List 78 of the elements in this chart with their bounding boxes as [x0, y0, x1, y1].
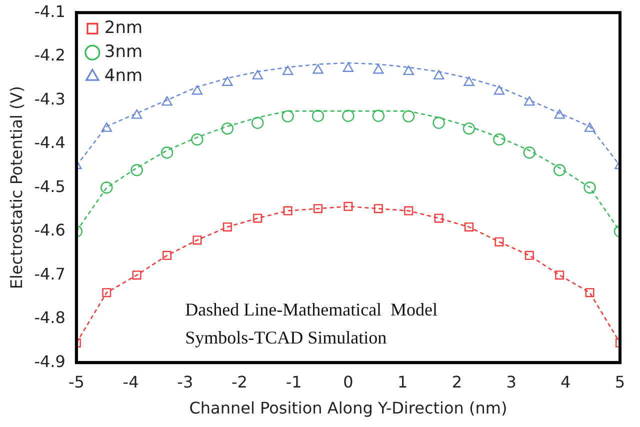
y-tick-label: -4.1 — [34, 2, 66, 21]
x-tick-label: 2 — [452, 372, 462, 392]
point — [464, 222, 474, 232]
point — [130, 164, 143, 176]
point — [584, 122, 596, 132]
point — [464, 76, 474, 86]
y-tick-label: -4.6 — [34, 220, 66, 240]
y-tick-label: -4.8 — [34, 308, 66, 328]
point — [162, 250, 172, 260]
annotation: Dashed Line-Mathematical Model — [185, 299, 438, 320]
x-tick-label: 5 — [614, 372, 626, 392]
y-tick-label: -4.3 — [34, 89, 66, 108]
x-tick-label: 3 — [506, 372, 516, 392]
point — [162, 96, 172, 106]
point — [252, 70, 263, 80]
point — [251, 116, 264, 129]
point — [160, 146, 174, 159]
legend-label: 4nm — [104, 66, 143, 86]
x-tick-label: -5 — [68, 372, 84, 392]
point — [253, 214, 262, 223]
point — [433, 70, 444, 80]
point — [523, 146, 536, 159]
point — [555, 270, 564, 280]
point — [494, 85, 505, 95]
point — [131, 109, 142, 119]
point — [403, 66, 414, 76]
x-tick-label: 0 — [343, 372, 354, 392]
point — [493, 133, 506, 146]
point — [344, 202, 353, 211]
point — [342, 110, 354, 122]
point — [132, 270, 142, 280]
point — [191, 133, 204, 146]
x-tick-label: -3 — [177, 372, 194, 392]
point — [554, 164, 566, 176]
x-tick-label: -2 — [232, 372, 248, 392]
point — [585, 288, 594, 298]
point — [282, 110, 294, 122]
point — [584, 182, 596, 194]
y-axis-title: Electrostatic Potential (V) — [6, 86, 26, 290]
point — [404, 206, 414, 216]
y-tick-label: -4.7 — [34, 264, 66, 284]
y-tick-label: -4.2 — [34, 46, 66, 65]
point — [462, 122, 476, 135]
legend-label: 3nm — [104, 42, 143, 62]
point — [432, 116, 445, 129]
point — [312, 64, 324, 74]
x-tick-label: -1 — [286, 372, 302, 392]
point — [312, 110, 324, 122]
point — [192, 85, 203, 95]
y-tick-label: -4.4 — [34, 133, 66, 152]
point — [494, 237, 504, 246]
point — [100, 182, 113, 194]
point — [373, 64, 384, 74]
point — [221, 122, 234, 135]
point — [102, 288, 112, 298]
point — [101, 122, 112, 132]
x-tick-label: 4 — [560, 372, 571, 392]
point — [434, 214, 444, 223]
point — [222, 76, 233, 86]
point — [524, 96, 535, 106]
point — [282, 66, 294, 76]
point — [524, 250, 534, 260]
annotation: Symbols-TCAD Simulation — [185, 327, 387, 348]
point — [374, 204, 383, 214]
point — [192, 236, 202, 245]
point — [342, 62, 354, 72]
x-axis-title: Channel Position Along Y-Direction (nm) — [189, 398, 508, 418]
point — [283, 206, 292, 216]
point — [313, 204, 322, 214]
x-tick-label: 1 — [397, 372, 408, 392]
point — [554, 109, 565, 119]
point — [402, 110, 415, 122]
y-tick-label: -4.9 — [34, 352, 66, 371]
point — [222, 222, 232, 232]
x-tick-label: -4 — [122, 372, 139, 392]
point — [372, 110, 385, 122]
y-tick-label: -4.5 — [34, 176, 66, 196]
legend-label: 2nm — [104, 18, 143, 38]
